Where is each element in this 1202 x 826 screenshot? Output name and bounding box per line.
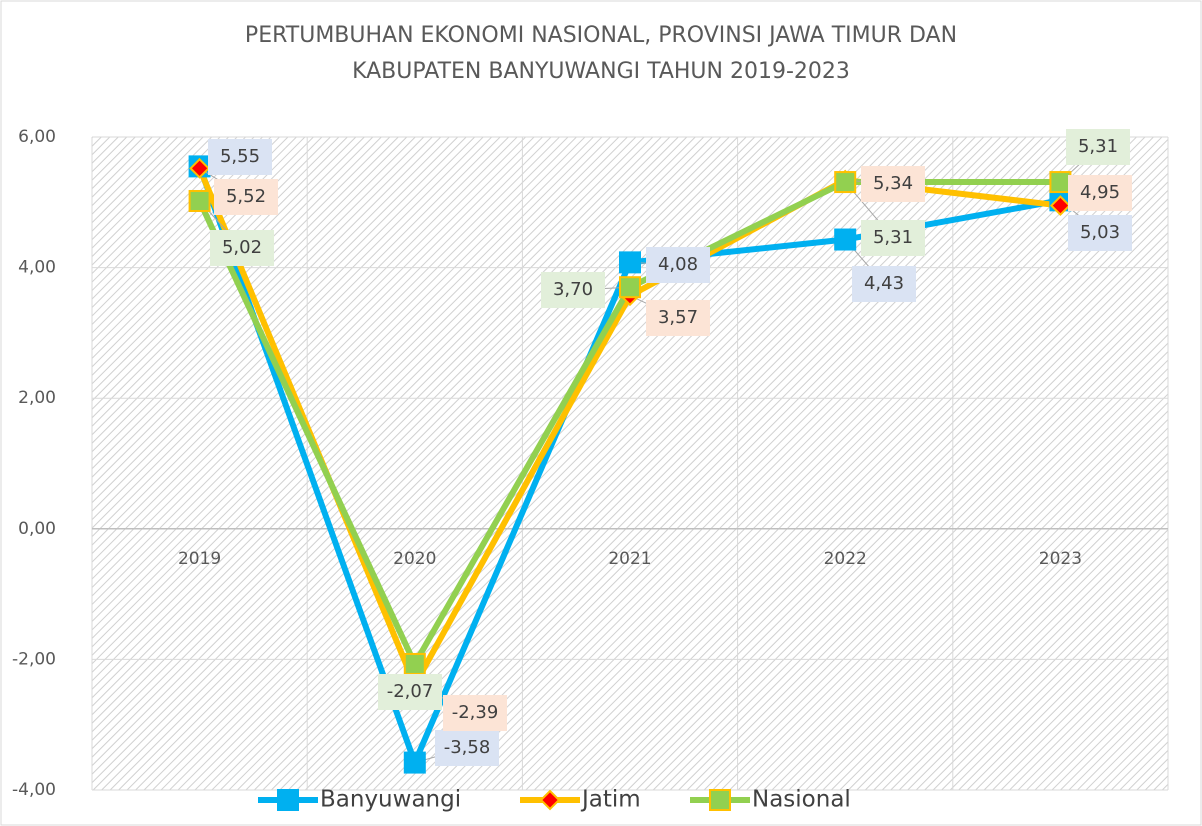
data-label: 3,57	[658, 307, 698, 328]
data-label: 4,43	[864, 273, 904, 294]
data-label-box	[852, 266, 916, 302]
legend-label: Jatim	[580, 787, 641, 813]
data-label: 3,70	[553, 279, 593, 300]
data-label-box	[1068, 175, 1132, 211]
data-label-box	[208, 139, 272, 175]
data-label: 5,03	[1080, 222, 1120, 243]
y-tick-label: -2,00	[12, 649, 56, 669]
data-label: 5,52	[226, 186, 266, 207]
data-label: 5,31	[873, 227, 913, 248]
data-label-box	[861, 166, 925, 202]
legend-label: Nasional	[752, 787, 851, 813]
marker	[619, 276, 641, 299]
legend-marker	[709, 789, 731, 811]
data-label-box	[378, 674, 442, 710]
legend-label: Banyuwangi	[320, 787, 461, 813]
marker	[834, 228, 857, 251]
data-label-box	[1066, 129, 1130, 165]
data-label-box	[1068, 215, 1132, 251]
data-label: 5,02	[222, 237, 262, 258]
data-label: -3,58	[444, 737, 491, 758]
data-label-box	[435, 730, 499, 766]
chart-title: PERTUMBUHAN EKONOMI NASIONAL, PROVINSI J…	[245, 23, 957, 48]
marker	[188, 189, 211, 212]
data-label-box	[443, 695, 507, 731]
data-label: 5,55	[220, 146, 260, 167]
chart-title: KABUPATEN BANYUWANGI TAHUN 2019-2023	[352, 59, 850, 84]
marker	[403, 652, 426, 675]
legend-marker	[539, 789, 561, 811]
data-label-box	[861, 220, 925, 256]
marker	[1049, 171, 1072, 194]
x-tick-label: 2020	[393, 549, 436, 569]
data-label-box	[646, 300, 710, 336]
data-label: 4,95	[1080, 182, 1120, 203]
marker	[1049, 195, 1071, 216]
x-tick-label: 2022	[824, 549, 867, 569]
data-label-box	[210, 230, 274, 266]
data-label-box	[541, 272, 605, 308]
data-label-box	[214, 179, 278, 215]
marker	[834, 171, 857, 194]
y-tick-label: 2,00	[18, 388, 56, 408]
data-label: -2,39	[452, 702, 499, 723]
marker	[619, 251, 641, 274]
data-label-box	[646, 247, 710, 283]
data-label: -2,07	[387, 681, 434, 702]
marker	[189, 157, 211, 179]
data-label: 4,08	[658, 254, 698, 275]
x-tick-label: 2021	[608, 549, 651, 569]
y-tick-label: -4,00	[12, 780, 56, 800]
data-label: 5,34	[873, 173, 913, 194]
data-label: 5,31	[1078, 136, 1118, 157]
y-tick-label: 6,00	[18, 127, 56, 147]
y-tick-label: 0,00	[18, 519, 56, 539]
y-tick-label: 4,00	[18, 258, 56, 278]
x-tick-label: 2019	[178, 549, 221, 569]
legend-marker	[277, 789, 299, 811]
marker	[403, 751, 426, 774]
x-tick-label: 2023	[1039, 549, 1082, 569]
